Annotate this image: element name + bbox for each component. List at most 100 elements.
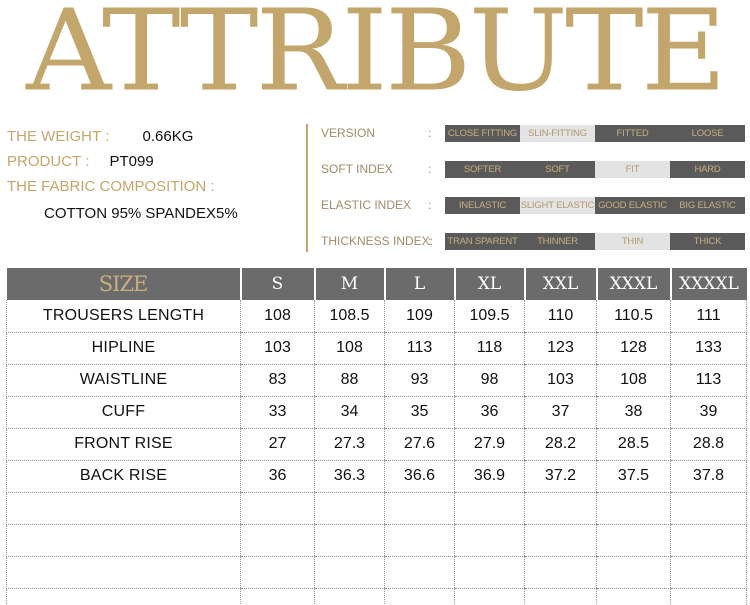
- row-name-cell: [6, 524, 241, 557]
- value-cell: 34: [314, 396, 385, 429]
- attr-label: ELASTIC INDEX: [321, 198, 412, 212]
- table-body: TROUSERS LENGTH 108 108.5 109 109.5 110 110.5 1…: [6, 300, 747, 605]
- attr-option: TRAN SPARENT: [445, 233, 520, 250]
- value-cell: 109: [384, 300, 455, 333]
- table-row: TROUSERS LENGTH 108 108.5 109 109.5 110 110.5 1…: [6, 300, 747, 333]
- value-cell: [384, 492, 455, 525]
- attr-colon: :: [428, 126, 432, 140]
- table-row: [6, 556, 747, 589]
- table-row: BACK RISE 36 36.3 36.6 36.9 37.2 37.5 37.8: [6, 460, 747, 493]
- column-header: L: [384, 268, 456, 300]
- fabric-label: THE FABRIC COMPOSITION :: [7, 178, 215, 195]
- value-cell: 113: [384, 332, 455, 365]
- product-info: THE WEIGHT : 0.66KG PRODUCT : PT099 THE …: [7, 128, 297, 225]
- value-cell: [454, 588, 525, 605]
- page-title: ATTRIBUTE: [26, 0, 727, 107]
- value-cell: [314, 556, 385, 589]
- value-cell: [454, 556, 525, 589]
- table-row: [6, 588, 747, 605]
- value-cell: 39: [670, 396, 747, 429]
- value-cell: [454, 492, 525, 525]
- table-row: WAISTLINE 83 88 93 98 103 108 113: [6, 364, 747, 397]
- value-cell: 93: [384, 364, 455, 397]
- attr-row-thickness-index: THICKNESS INDEX: : TRAN SPARENT THINNER …: [321, 232, 746, 268]
- value-cell: 36: [454, 396, 525, 429]
- value-cell: 28.2: [524, 428, 597, 461]
- value-cell: [384, 524, 455, 557]
- value-cell: 37.8: [670, 460, 747, 493]
- value-cell: 28.8: [670, 428, 747, 461]
- value-cell: 33: [240, 396, 315, 429]
- column-header: XL: [454, 268, 526, 300]
- value-cell: [524, 524, 597, 557]
- value-cell: 27.6: [384, 428, 455, 461]
- value-cell: 83: [240, 364, 315, 397]
- table-row: FRONT RISE 27 27.3 27.6 27.9 28.2 28.5 28.8: [6, 428, 747, 461]
- attr-option-selected: SLIGHT ELASTIC: [520, 197, 595, 214]
- attr-option: FITTED: [595, 125, 670, 142]
- row-name-cell: WAISTLINE: [6, 364, 241, 397]
- value-cell: 110: [524, 300, 597, 333]
- value-cell: 108.5: [314, 300, 385, 333]
- row-name-cell: CUFF: [6, 396, 241, 429]
- value-cell: [240, 524, 315, 557]
- column-header: XXL: [524, 268, 598, 300]
- value-cell: 109.5: [454, 300, 525, 333]
- value-cell: [240, 588, 315, 605]
- attr-option: THINNER: [520, 233, 595, 250]
- value-cell: [596, 492, 671, 525]
- attr-option: LOOSE: [670, 125, 745, 142]
- value-cell: 36.9: [454, 460, 525, 493]
- value-cell: 108: [314, 332, 385, 365]
- product-label: PRODUCT :: [7, 153, 90, 170]
- column-header-size: SIZE: [6, 268, 242, 300]
- weight-label: THE WEIGHT :: [7, 128, 110, 145]
- value-cell: [314, 524, 385, 557]
- attr-label: SOFT INDEX: [321, 162, 393, 176]
- value-cell: [240, 556, 315, 589]
- attr-colon: :: [428, 234, 432, 248]
- value-cell: [524, 492, 597, 525]
- attr-row-elastic-index: ELASTIC INDEX : INELASTIC SLIGHT ELASTIC…: [321, 196, 746, 232]
- value-cell: 103: [524, 364, 597, 397]
- row-name-cell: [6, 556, 241, 589]
- value-cell: 37.5: [596, 460, 671, 493]
- table-row: CUFF 33 34 35 36 37 38 39: [6, 396, 747, 429]
- row-name-cell: [6, 492, 241, 525]
- value-cell: 128: [596, 332, 671, 365]
- value-cell: [314, 492, 385, 525]
- table-row: [6, 492, 747, 525]
- attr-option: BIG ELASTIC: [670, 197, 745, 214]
- value-cell: 37.2: [524, 460, 597, 493]
- column-header: S: [240, 268, 316, 300]
- value-cell: 38: [596, 396, 671, 429]
- value-cell: 103: [240, 332, 315, 365]
- row-name-cell: HIPLINE: [6, 332, 241, 365]
- product-row: PRODUCT : PT099: [7, 153, 297, 178]
- attr-option: SOFTER: [445, 161, 520, 178]
- value-cell: [670, 492, 747, 525]
- table-header-row: SIZE S M L XL XXL XXXL XXXXL: [6, 268, 747, 300]
- attr-row-version: VERSION : CLOSE FITTING SLIN-FITTING FIT…: [321, 124, 746, 160]
- value-cell: [454, 524, 525, 557]
- attr-options: SOFTER SOFT FIT HARD: [445, 161, 745, 178]
- attr-row-soft-index: SOFT INDEX : SOFTER SOFT FIT HARD: [321, 160, 746, 196]
- attribute-indices: VERSION : CLOSE FITTING SLIN-FITTING FIT…: [321, 124, 746, 268]
- value-cell: [670, 588, 747, 605]
- value-cell: 111: [670, 300, 747, 333]
- value-cell: [524, 556, 597, 589]
- value-cell: [596, 588, 671, 605]
- table-row: [6, 524, 747, 557]
- value-cell: 133: [670, 332, 747, 365]
- value-cell: 27.3: [314, 428, 385, 461]
- value-cell: 108: [596, 364, 671, 397]
- value-cell: 28.5: [596, 428, 671, 461]
- value-cell: 36: [240, 460, 315, 493]
- value-cell: 35: [384, 396, 455, 429]
- value-cell: 118: [454, 332, 525, 365]
- value-cell: 27.9: [454, 428, 525, 461]
- value-cell: [596, 556, 671, 589]
- section-divider: [306, 124, 308, 252]
- fabric-row: THE FABRIC COMPOSITION :: [7, 178, 297, 203]
- attr-option: GOOD ELASTIC: [595, 197, 670, 214]
